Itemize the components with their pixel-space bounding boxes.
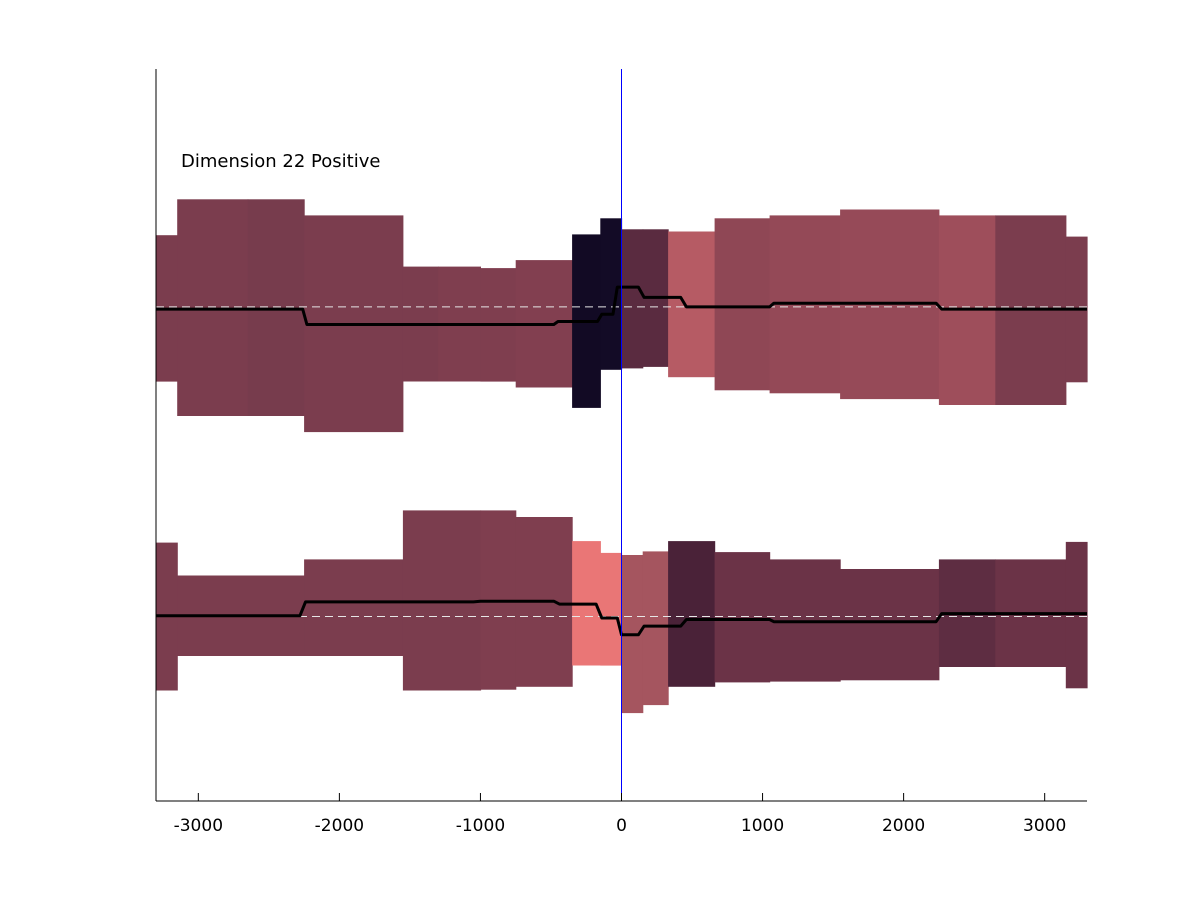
x-ticks: -3000 -2000 -1000 0 1000 2000 3000 [174,793,1066,836]
confidence-band-1-7 [600,552,623,666]
confidence-band-1-16 [1065,541,1088,689]
confidence-band-0-13 [714,218,771,391]
series-lines [156,285,1087,637]
series-line-0 [156,285,1087,326]
x-tick-label: -3000 [174,816,223,836]
x-tick-label: 0 [616,816,627,836]
confidence-band-1-11 [714,552,771,683]
x-tick-label: -1000 [456,816,505,836]
dimension-annotation: Dimension 22 Positive [181,151,380,172]
series-line-1 [156,599,1087,637]
x-tick-label: -2000 [315,816,364,836]
x-tick-label: 3000 [1023,816,1066,836]
confidence-band-0-12 [668,231,716,378]
confidence-band-1-2 [304,559,404,656]
confidence-band-0-9 [600,218,623,370]
confidence-band-1-13 [840,569,940,681]
confidence-band-0-10 [621,229,644,369]
x-tick-label: 2000 [882,816,925,836]
confidence-band-1-9 [642,551,669,706]
confidence-band-1-10 [668,541,716,687]
x-tick-label: 1000 [741,816,784,836]
